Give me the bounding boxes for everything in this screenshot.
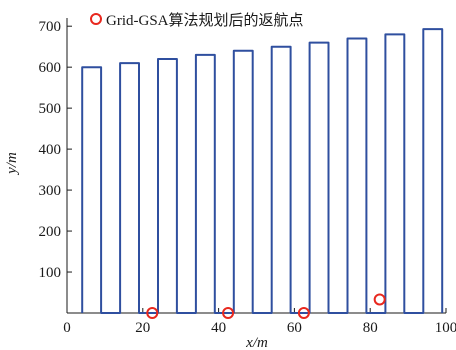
y-tick-label: 600 <box>39 60 62 76</box>
legend-marker-returning-point <box>90 13 102 25</box>
y-tick-label: 100 <box>39 265 62 281</box>
x-tick-label: 20 <box>135 320 150 336</box>
x-tick-label: 100 <box>435 320 456 336</box>
y-tick-label: 500 <box>39 101 62 117</box>
x-tick-label: 0 <box>63 320 71 336</box>
legend: Grid-GSA算法规划后的返航点 <box>90 11 304 29</box>
y-ticks: 100 200 300 400 500 600 700 <box>39 19 72 281</box>
y-tick-label: 400 <box>39 142 62 158</box>
y-tick-label: 200 <box>39 224 62 240</box>
legend-label-returning-point: Grid-GSA算法规划后的返航点 <box>106 11 304 29</box>
y-tick-label: 700 <box>39 19 62 35</box>
y-axis-label: y/m <box>4 152 20 176</box>
x-axis-label: x/m <box>245 335 268 350</box>
return-point-marker <box>146 307 159 319</box>
x-tick-label: 60 <box>287 320 302 336</box>
y-tick-label: 300 <box>39 183 62 199</box>
x-ticks: 0 20 40 60 80 100 <box>63 308 456 336</box>
return-point-marker <box>373 293 386 306</box>
x-tick-label: 40 <box>211 320 226 336</box>
flight-path-line <box>81 28 444 314</box>
return-point-marker <box>222 307 235 319</box>
series-layer <box>81 28 444 319</box>
x-tick-label: 80 <box>363 320 378 336</box>
return-point-marker <box>297 307 310 319</box>
